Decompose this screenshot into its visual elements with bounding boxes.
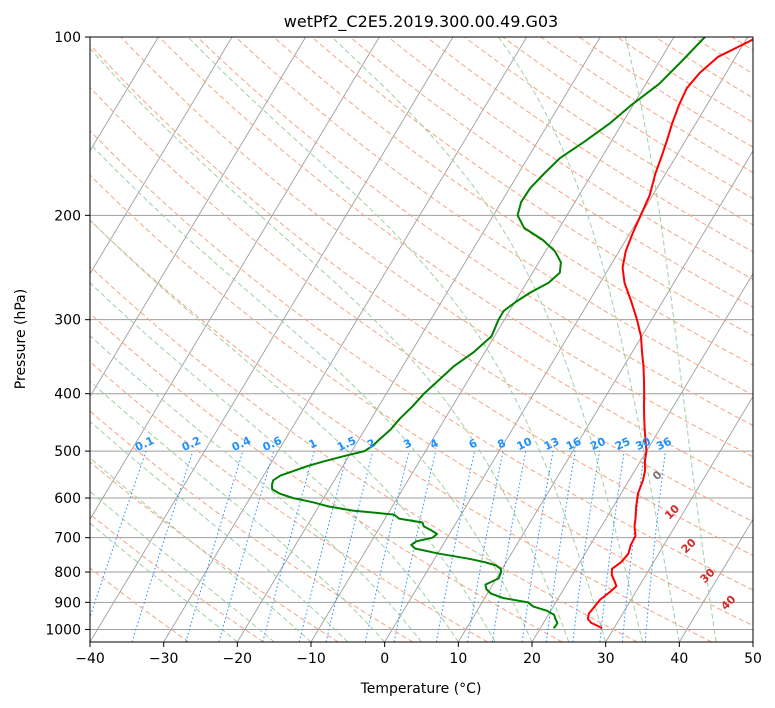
dry-adiabat bbox=[273, 37, 753, 366]
dry-adiabat bbox=[311, 37, 753, 337]
mixing-ratio-label: 10 bbox=[515, 435, 535, 453]
moist-adiabat bbox=[90, 335, 422, 642]
isotherm-line bbox=[457, 150, 753, 642]
sounding-profiles bbox=[271, 37, 753, 630]
mixing-ratio-line bbox=[599, 451, 625, 642]
y-tick-label: 500 bbox=[54, 444, 81, 460]
mixing-ratio-label: 20 bbox=[588, 435, 608, 453]
isotherm-line bbox=[90, 37, 454, 642]
y-tick-label: 400 bbox=[54, 387, 81, 403]
mixing-ratio-line bbox=[572, 451, 600, 642]
moist-adiabat bbox=[624, 37, 717, 642]
moist-adiabat bbox=[90, 380, 386, 642]
isotherm-line bbox=[90, 37, 380, 521]
dry-adiabat bbox=[90, 219, 712, 642]
dry-adiabat bbox=[235, 37, 753, 396]
mixing-ratio-line bbox=[621, 451, 646, 642]
y-tick-label: 900 bbox=[54, 595, 81, 611]
y-tick-label: 300 bbox=[54, 313, 81, 329]
isotherm-line bbox=[163, 37, 528, 642]
moist-adiabat bbox=[90, 282, 459, 642]
x-axis-label: Temperature (°C) bbox=[360, 681, 482, 697]
isotherm-line bbox=[90, 37, 159, 152]
y-tick-label: 100 bbox=[54, 30, 81, 46]
dry-adiabat bbox=[158, 37, 753, 458]
mixing-ratio-line bbox=[393, 450, 437, 642]
mixing-ratio-line bbox=[218, 450, 275, 642]
y-axis-label: Pressure (hPa) bbox=[13, 289, 29, 389]
x-tick-label: 20 bbox=[523, 651, 541, 667]
mixing-ratio-line bbox=[298, 450, 349, 642]
moist-adiabat bbox=[90, 219, 496, 642]
mixing-ratio-line bbox=[185, 450, 244, 642]
moist-adiabat bbox=[497, 37, 680, 642]
moist-adiabat bbox=[90, 457, 312, 642]
x-tick-label: −40 bbox=[75, 651, 105, 667]
y-tick-label: 1000 bbox=[45, 622, 81, 638]
x-tick-label: 10 bbox=[449, 651, 467, 667]
dry-adiabat bbox=[90, 130, 753, 591]
mixing-ratio-line bbox=[131, 450, 194, 642]
chart-title: wetPf2_C2E5.2019.300.00.49.G03 bbox=[284, 12, 558, 32]
mixing-ratio-line bbox=[644, 451, 666, 642]
dewpoint-profile bbox=[271, 37, 706, 629]
mixing-ratio-line bbox=[521, 451, 554, 642]
moist-adiabat bbox=[90, 522, 238, 642]
x-tick-label: −10 bbox=[296, 651, 326, 667]
x-tick-label: −30 bbox=[149, 651, 179, 667]
isotherm-line bbox=[384, 37, 749, 642]
mixing-ratio-label: 36 bbox=[654, 435, 674, 453]
x-tick-label: 50 bbox=[744, 651, 762, 667]
mixing-ratio-line bbox=[364, 450, 410, 642]
x-tick-label: −20 bbox=[223, 651, 253, 667]
mixing-ratio-label: 13 bbox=[542, 435, 561, 453]
dry-adiabat bbox=[90, 44, 753, 523]
y-tick-label: 600 bbox=[54, 491, 81, 507]
moist-adiabat bbox=[331, 37, 643, 642]
isotherm-line bbox=[236, 37, 601, 642]
mixing-ratio-line bbox=[262, 450, 315, 642]
isotherm-line bbox=[605, 395, 753, 642]
y-tick-label: 700 bbox=[54, 531, 81, 547]
dry-adiabat bbox=[90, 86, 753, 557]
y-tick-label: 200 bbox=[54, 208, 81, 224]
dry-adiabat bbox=[120, 37, 753, 490]
moist-adiabat bbox=[90, 47, 570, 642]
mixing-ratio-label: 16 bbox=[564, 435, 584, 453]
dry-adiabat bbox=[90, 513, 264, 642]
x-tick-label: 40 bbox=[670, 651, 688, 667]
mixing-ratio-label: 25 bbox=[613, 435, 632, 453]
moist-adiabat bbox=[187, 37, 607, 642]
axes: −40 −30 −20 −10 0 10 20 30 40 50 100 200 300 400 500 60… bbox=[45, 30, 762, 667]
mixing-ratio-line bbox=[545, 451, 576, 642]
isotherm-line bbox=[678, 518, 753, 642]
x-tick-label: 0 bbox=[380, 651, 389, 667]
moist-adiabat bbox=[90, 490, 275, 642]
dry-adiabat bbox=[90, 360, 488, 642]
temperature-profile bbox=[586, 38, 753, 630]
mixing-ratio-label: 30 bbox=[634, 435, 654, 453]
isotherm-line bbox=[90, 37, 233, 275]
y-tick-label: 800 bbox=[54, 565, 81, 581]
dry-adiabat bbox=[90, 312, 563, 642]
plot-frame bbox=[89, 36, 754, 643]
isotherm-line bbox=[90, 37, 307, 398]
moist-adiabat bbox=[90, 142, 533, 642]
dry-adiabat bbox=[90, 265, 638, 642]
x-tick-label: 30 bbox=[597, 651, 615, 667]
dry-adiabat bbox=[90, 461, 339, 642]
plot-background-lines bbox=[90, 37, 753, 642]
adiabat-labels: 0.1 0.2 0.4 0.6 1 1.5 2 3 4 6 8 10 13 16 20 25 30 3601020… bbox=[133, 434, 739, 613]
isotherm-line bbox=[531, 272, 753, 642]
mixing-ratio-line bbox=[325, 450, 374, 642]
